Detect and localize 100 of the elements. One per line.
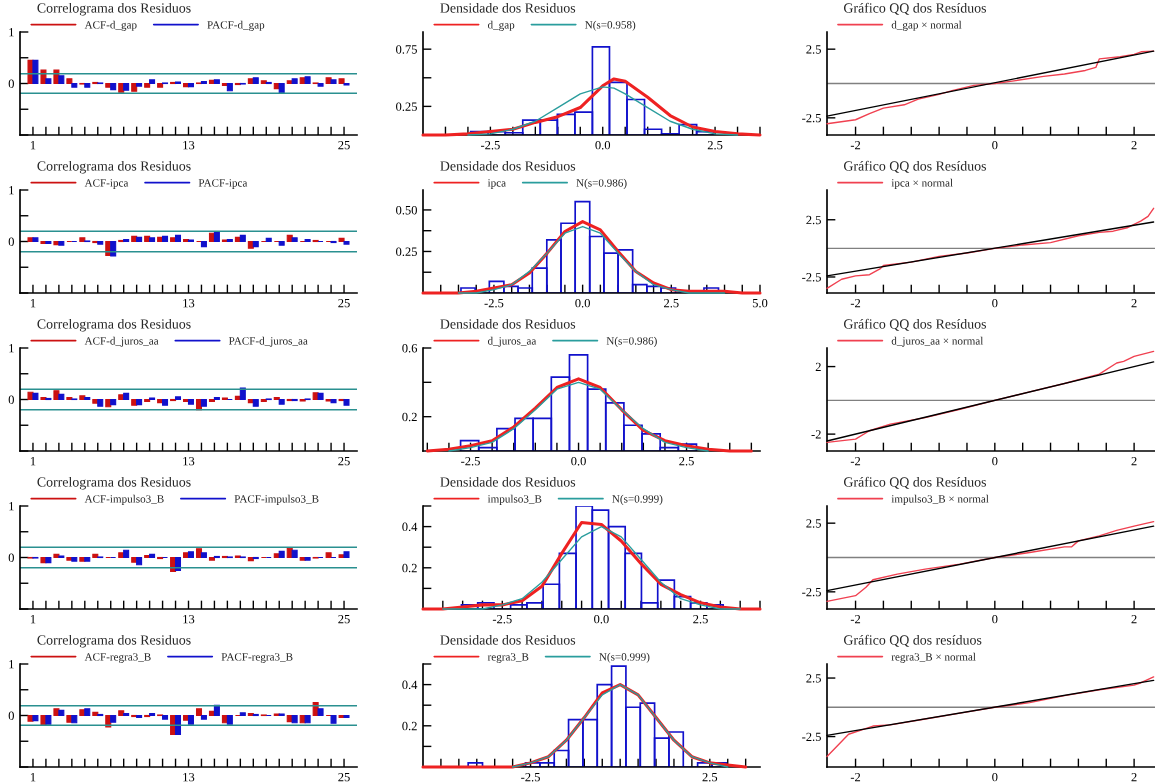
chart-title: Correlograma dos Residuos — [37, 318, 191, 332]
legend-label: N(s=0.986) — [576, 178, 627, 189]
y-tick-label: 0.75 — [396, 45, 417, 54]
x-tick-label: -2.5 — [480, 140, 500, 150]
x-tick-label: 1 — [30, 298, 36, 308]
x-tick-label: 1 — [30, 456, 36, 466]
y-tick-label: 0.2 — [402, 412, 417, 422]
legend-label: ACF-d_gap — [84, 20, 137, 31]
legend-label: impulso3_B — [487, 494, 542, 505]
y-tick-label: 1 — [9, 660, 14, 669]
y-tick-label: 0 — [8, 79, 14, 88]
x-tick-label: -2.5 — [521, 772, 540, 782]
x-tick-label: 2 — [1131, 298, 1137, 308]
x-tick-label: 13 — [183, 772, 195, 782]
y-tick-label: 2.5 — [806, 215, 821, 225]
legend-label: N(s=0.958) — [585, 20, 636, 31]
legend-label: PACF-ipca — [198, 179, 248, 189]
y-tick-label: 2 — [815, 362, 821, 371]
x-tick-label: 25 — [338, 298, 350, 308]
legend-label: PACF-d_gap — [207, 20, 265, 31]
x-tick-label: 2.5 — [707, 140, 723, 150]
chart-title: Densidade dos Residuos — [440, 2, 576, 13]
x-tick-label: 2 — [1131, 140, 1137, 150]
legend-label: PACF-impulso3_B — [234, 494, 319, 505]
y-tick-label: -2.5 — [802, 273, 821, 282]
x-tick-label: 0.0 — [571, 456, 586, 466]
x-tick-label: -2.5 — [484, 298, 504, 308]
chart-title: Gráfico QQ dos Resíduos — [843, 318, 987, 331]
legend-label: d_gap × normal — [891, 20, 962, 31]
legend-label: PACF-d_juros_aa — [228, 336, 308, 347]
x-tick-label: 5.0 — [752, 298, 768, 308]
x-tick-label: 0.0 — [575, 298, 590, 308]
legend-label: d_gap — [487, 20, 515, 31]
legend-label: N(s=0.999) — [599, 652, 650, 663]
x-tick-label: 13 — [183, 140, 195, 150]
chart-title: Densidade dos Residuos — [440, 634, 576, 645]
y-tick-label: 0 — [8, 395, 14, 404]
y-tick-label: -2 — [811, 430, 821, 439]
legend-label: ACF-impulso3_B — [84, 494, 164, 505]
y-tick-label: 1 — [9, 502, 14, 511]
chart-title: Gráfico QQ dos Resíduos — [843, 160, 987, 173]
x-tick-label: -2.5 — [461, 456, 480, 466]
legend-label: N(s=0.999) — [612, 494, 663, 505]
chart-title: Correlograma dos Residuos — [37, 476, 191, 490]
legend-label: ipca × normal — [891, 178, 953, 189]
x-tick-label: 0 — [992, 298, 998, 308]
chart-title: Correlograma dos Residuos — [37, 2, 191, 16]
y-tick-label: -2.5 — [802, 113, 821, 123]
legend-label: d_juros_aa — [487, 336, 537, 347]
x-tick-label: 2.5 — [679, 456, 694, 466]
x-tick-label: 25 — [338, 772, 350, 782]
y-tick-label: -2.5 — [802, 587, 821, 597]
y-tick-label: 0.2 — [402, 563, 417, 573]
x-tick-label: 2 — [1131, 456, 1137, 466]
x-tick-label: 25 — [338, 456, 350, 466]
x-tick-label: 13 — [183, 614, 195, 624]
chart-title: Correlograma dos Residuos — [37, 634, 191, 648]
legend-label: ACF-d_juros_aa — [84, 336, 159, 347]
legend-label: N(s=0.986) — [606, 336, 657, 347]
x-tick-label: 2.5 — [664, 298, 679, 308]
y-tick-label: 1 — [9, 344, 14, 353]
legend-label: ipca — [487, 179, 506, 189]
x-tick-label: 25 — [338, 614, 350, 624]
y-tick-label: 0.25 — [396, 247, 417, 256]
y-tick-label: 0 — [8, 711, 14, 720]
y-tick-label: -2.5 — [802, 732, 821, 742]
x-tick-label: -2 — [850, 614, 861, 624]
legend-label: ACF-regra3_B — [84, 653, 151, 663]
x-tick-label: 2 — [1131, 614, 1137, 624]
y-tick-label: 0.2 — [402, 721, 417, 731]
x-tick-label: 1 — [30, 140, 36, 150]
chart-title: Densidade dos Residuos — [440, 160, 576, 171]
x-tick-label: 0 — [992, 614, 998, 624]
x-tick-label: 13 — [183, 298, 195, 308]
x-tick-label: 0 — [992, 140, 998, 150]
y-tick-label: 0.6 — [402, 344, 418, 353]
x-tick-label: -2 — [850, 140, 861, 150]
x-tick-label: -2 — [850, 298, 861, 308]
chart-title: Gráfico QQ dos Resíduos — [843, 2, 987, 15]
chart-title: Densidade dos Residuos — [440, 476, 576, 487]
x-tick-label: 0.0 — [595, 140, 611, 150]
x-tick-label: -2 — [850, 456, 861, 466]
x-tick-label: 2.5 — [693, 614, 708, 624]
x-tick-label: 1 — [30, 614, 36, 624]
x-tick-label: 2.5 — [702, 772, 718, 782]
y-tick-label: 0.25 — [396, 102, 417, 111]
legend-label: PACF-regra3_B — [221, 653, 293, 663]
y-tick-label: 0.4 — [402, 522, 418, 532]
legend-label: impulso3_B × normal — [891, 494, 989, 505]
chart-title: Densidade dos Residuos — [440, 318, 576, 329]
y-tick-label: 2.5 — [806, 519, 821, 528]
chart-title: Gráfico QQ dos Resíduos — [843, 476, 987, 489]
legend-label: d_juros_aa × normal — [891, 336, 984, 347]
chart-title: Correlograma dos Residuos — [37, 160, 191, 174]
x-tick-label: -2.5 — [492, 614, 512, 624]
legend-label: ACF-ipca — [84, 179, 129, 189]
y-tick-label: 1 — [9, 28, 14, 37]
legend-label: regra3_B × normal — [891, 652, 976, 663]
x-tick-label: 1 — [30, 772, 36, 782]
y-tick-label: 0 — [8, 237, 14, 246]
